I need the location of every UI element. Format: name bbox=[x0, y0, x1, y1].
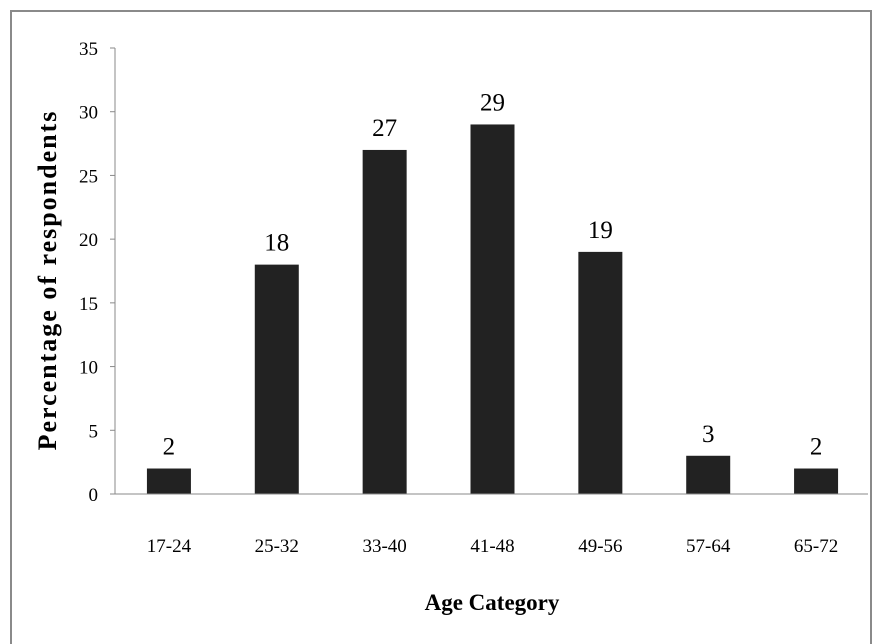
bar-49-56 bbox=[578, 251, 623, 494]
data-labels: 2 18 27 29 19 3 2 bbox=[163, 89, 823, 460]
x-axis-ticks: 17-24 25-32 33-40 41-48 49-56 57-64 65-72 bbox=[147, 536, 838, 557]
data-label-49-56: 19 bbox=[588, 217, 613, 244]
chart-frame bbox=[10, 10, 872, 644]
x-tick-label-17-24: 17-24 bbox=[147, 536, 192, 557]
bar-57-64 bbox=[686, 455, 731, 494]
y-tick-label-2: 10 bbox=[79, 358, 98, 379]
x-axis-title: Age Category bbox=[425, 590, 560, 615]
data-label-65-72: 2 bbox=[810, 434, 823, 461]
x-tick-label-57-64: 57-64 bbox=[686, 536, 731, 557]
data-label-17-24: 2 bbox=[163, 434, 176, 461]
y-axis-ticks: 0 5 10 15 20 25 30 35 bbox=[79, 39, 115, 506]
y-axis-title: Percentage of respondents bbox=[33, 110, 62, 451]
data-label-57-64: 3 bbox=[702, 421, 715, 448]
data-label-41-48: 29 bbox=[480, 89, 505, 116]
x-tick-label-65-72: 65-72 bbox=[794, 536, 838, 557]
x-tick-label-25-32: 25-32 bbox=[255, 536, 299, 557]
y-tick-label-3: 15 bbox=[79, 294, 98, 315]
y-tick-label-0: 0 bbox=[89, 485, 99, 506]
x-tick-label-41-48: 41-48 bbox=[470, 536, 514, 557]
y-tick-label-6: 30 bbox=[79, 103, 98, 124]
x-tick-label-33-40: 33-40 bbox=[362, 536, 406, 557]
bar-65-72 bbox=[794, 468, 839, 494]
bars bbox=[146, 124, 839, 494]
data-label-33-40: 27 bbox=[372, 115, 397, 142]
bar-41-48 bbox=[470, 124, 515, 494]
bar-33-40 bbox=[362, 149, 407, 494]
bar-17-24 bbox=[146, 468, 191, 494]
x-tick-label-49-56: 49-56 bbox=[578, 536, 622, 557]
data-label-25-32: 18 bbox=[264, 230, 289, 257]
y-tick-label-5: 25 bbox=[79, 166, 98, 187]
bar-25-32 bbox=[254, 264, 299, 494]
y-tick-label-7: 35 bbox=[79, 39, 98, 60]
y-tick-label-4: 20 bbox=[79, 230, 98, 251]
y-tick-label-1: 5 bbox=[89, 421, 99, 442]
